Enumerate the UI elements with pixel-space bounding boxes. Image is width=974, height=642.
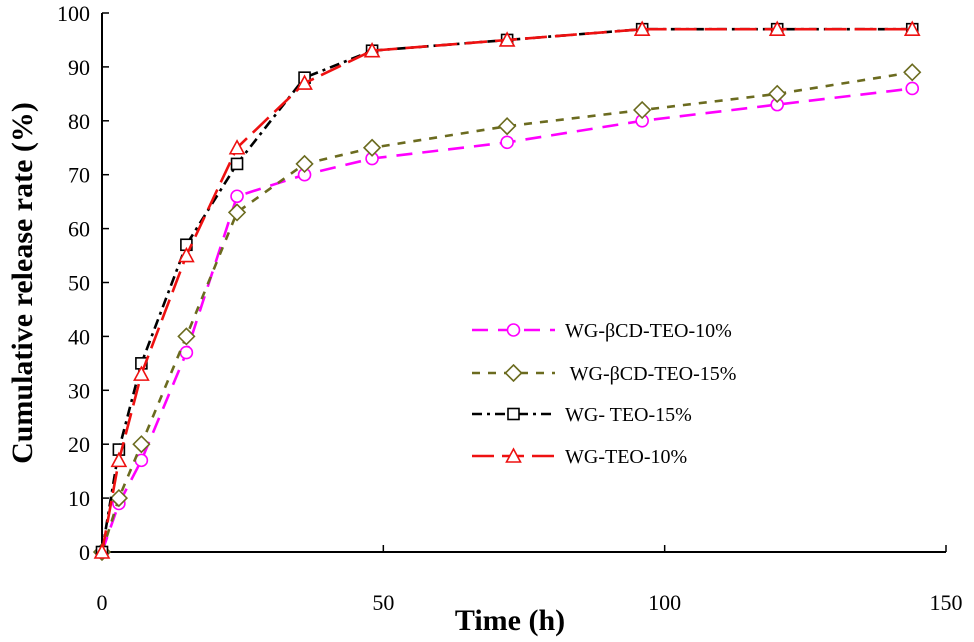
data-point	[497, 117, 517, 136]
data-point	[133, 365, 150, 381]
data-point	[500, 135, 514, 150]
y-tick-label: 0	[79, 540, 90, 565]
legend-label: WG- TEO-15%	[565, 404, 692, 426]
legend-label: WG-TEO-10%	[565, 446, 687, 468]
data-point	[132, 435, 151, 454]
data-point	[633, 20, 651, 36]
data-point	[179, 345, 194, 360]
legend-marker	[504, 363, 523, 383]
series-line	[100, 27, 913, 553]
data-point	[296, 74, 313, 90]
data-point	[903, 20, 921, 36]
data-point	[109, 488, 129, 508]
data-point	[93, 543, 111, 559]
legend-entry: WG- TEO-15%	[472, 404, 692, 426]
legend-marker	[506, 323, 521, 337]
y-tick-label: 10	[68, 486, 90, 511]
y-axis-title: Cumulative release rate (%)	[6, 102, 39, 464]
chart-axes	[101, 13, 946, 553]
data-point	[498, 31, 516, 47]
legend-marker	[507, 407, 520, 421]
chart-legend: WG-βCD-TEO-10% WG-βCD-TEO-15% WG- TEO-15%…	[472, 320, 736, 468]
series-line	[100, 87, 913, 553]
y-tick-label: 100	[57, 1, 90, 26]
x-tick-label: 0	[97, 590, 108, 615]
x-tick-label: 150	[930, 590, 963, 615]
data-point	[230, 157, 244, 171]
legend-label: WG-βCD-TEO-15%	[565, 363, 736, 385]
y-tick-label: 60	[68, 217, 90, 242]
y-tick-label: 80	[68, 109, 90, 134]
y-tick-label: 20	[68, 432, 90, 457]
legend-entry: WG-TEO-10%	[472, 446, 687, 468]
data-point	[177, 327, 196, 346]
data-point	[227, 203, 247, 222]
y-tick-label: 50	[68, 271, 90, 296]
x-tick-label: 100	[648, 590, 681, 615]
x-axis-title: Time (h)	[455, 604, 565, 637]
series-line	[100, 27, 913, 553]
series-3	[93, 20, 921, 559]
y-tick-label: 30	[68, 378, 90, 403]
data-point	[768, 84, 787, 103]
y-tick-label: 40	[68, 324, 90, 349]
data-point	[178, 246, 195, 263]
data-point	[633, 100, 652, 120]
data-point	[228, 139, 246, 155]
y-tick-label: 90	[68, 55, 90, 80]
series-0	[95, 81, 920, 559]
x-tick-label: 50	[372, 590, 394, 615]
legend-entry: WG-βCD-TEO-10%	[472, 320, 732, 342]
y-tick-label: 70	[68, 163, 90, 188]
legend-entry: WG-βCD-TEO-15%	[472, 363, 736, 385]
data-point	[903, 63, 922, 82]
legend-marker	[505, 447, 522, 463]
data-point	[230, 189, 244, 204]
data-point	[362, 138, 382, 157]
data-point	[768, 20, 786, 36]
data-point	[295, 154, 314, 174]
data-point	[905, 81, 920, 96]
data-point	[110, 451, 128, 468]
chart-series	[92, 20, 922, 562]
data-point	[363, 42, 381, 58]
legend-label: WG-βCD-TEO-10%	[565, 320, 732, 342]
chart-ticks: 0 10 20 30 40 50 60 70 80 90 100 0 50 100 150	[57, 1, 963, 615]
